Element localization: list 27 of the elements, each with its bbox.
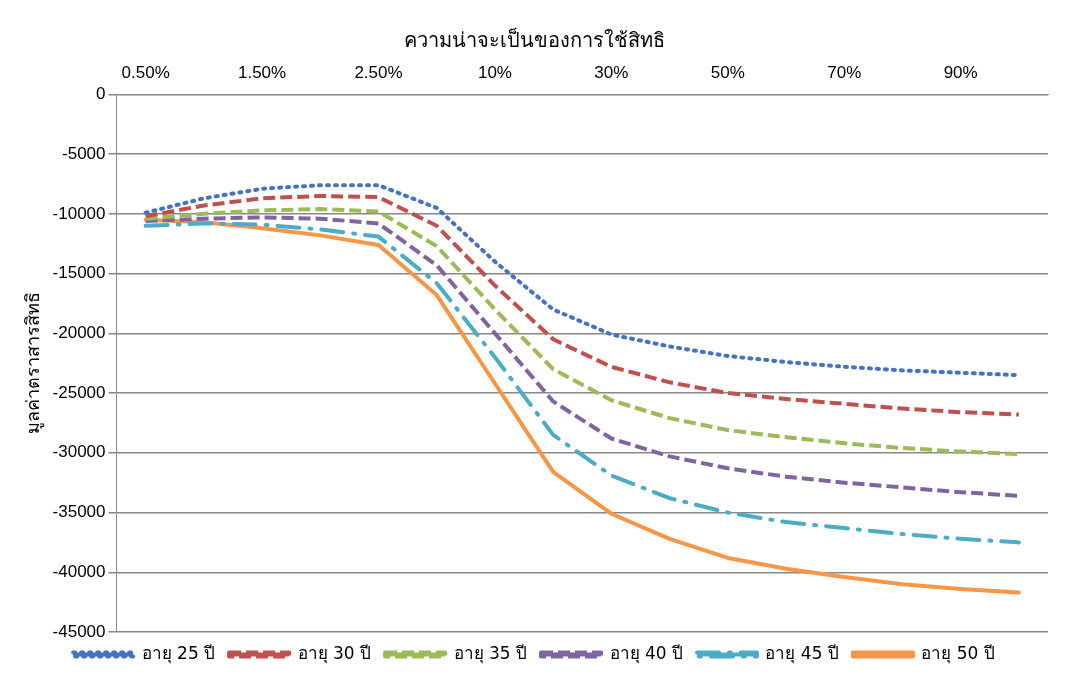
x-tick-label: 1.50%	[237, 62, 287, 82]
legend-label: อายุ 50 ปี	[921, 642, 995, 664]
y-tick-label: -30000	[52, 442, 106, 462]
x-tick-label: 50%	[710, 62, 745, 82]
x-tick-label: 0.50%	[121, 62, 170, 82]
line-series	[143, 193, 1021, 417]
x-tick-label: 30%	[594, 62, 629, 82]
legend-label: อายุ 40 ปี	[609, 642, 683, 664]
y-axis-title: มูลค่าตราสารสิทธิ	[22, 292, 45, 435]
y-tick-label: -10000	[52, 203, 106, 223]
x-tick-label: 70%	[827, 62, 862, 82]
y-tick-label: -20000	[52, 323, 106, 343]
y-tick-label: -25000	[52, 382, 106, 402]
y-tick-label: -15000	[52, 263, 106, 283]
y-tick-label: 0	[96, 84, 106, 104]
legend-label: อายุ 35 ปี	[453, 642, 528, 664]
x-tick-label: 2.50%	[354, 62, 403, 82]
x-tick-label: 90%	[943, 62, 978, 82]
legend-label: อายุ 25 ปี	[141, 642, 216, 664]
x-tick-label: 10%	[477, 62, 512, 82]
x-axis-title: ความน่าจะเป็นของการใช้สิทธิ	[403, 27, 665, 53]
y-tick-label: -40000	[52, 561, 106, 581]
legend-label: อายุ 30 ปี	[297, 642, 372, 664]
y-tick-label: -5000	[62, 143, 106, 163]
y-tick-label: -45000	[52, 621, 106, 641]
y-tick-label: -35000	[52, 502, 106, 522]
legend-label: อายุ 45 ปี	[765, 642, 839, 664]
